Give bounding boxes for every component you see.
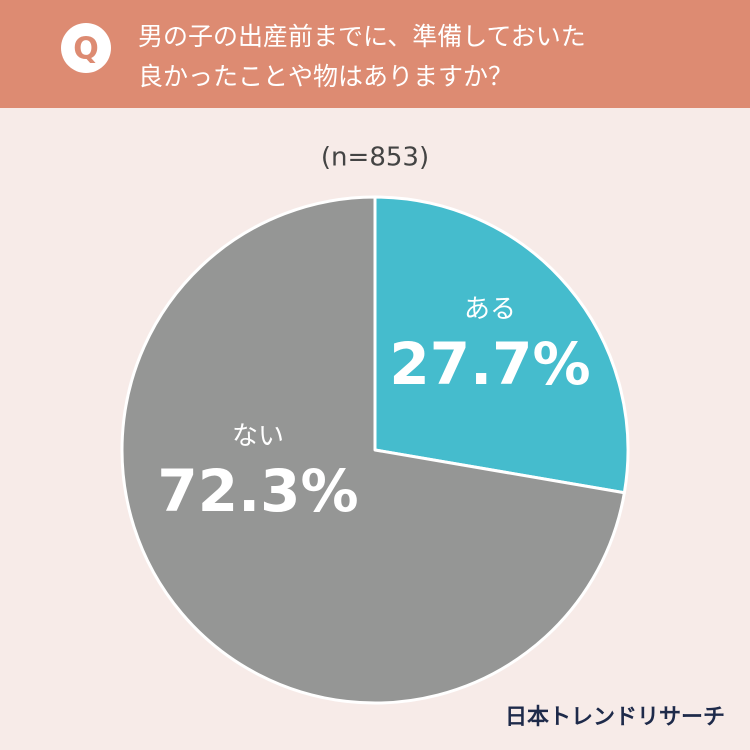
chart-title: 良かったことや物はありますか？ xyxy=(138,62,513,91)
badge-circle xyxy=(61,23,111,73)
header-band xyxy=(0,0,750,108)
badge-text: Q xyxy=(73,32,99,67)
slice-value-label: 27.7% xyxy=(389,330,590,398)
slice-category-label: ある xyxy=(464,295,516,325)
pie-slice xyxy=(373,195,630,495)
chart-title: 男の子の出産前までに、準備しておいた xyxy=(138,22,586,51)
pie-slice xyxy=(120,195,626,705)
chart-subtitle: (n=853) xyxy=(321,143,429,173)
source-label: 日本トレンドリサーチ xyxy=(505,705,725,730)
slice-category-label: ない xyxy=(232,422,284,452)
slice-value-label: 72.3% xyxy=(157,457,358,525)
